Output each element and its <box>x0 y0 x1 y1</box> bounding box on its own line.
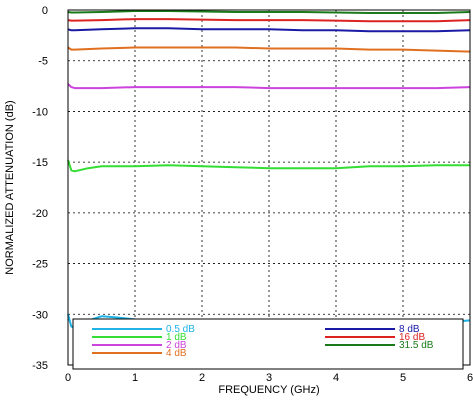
y-axis-label: NORMALIZED ATTENUATION (dB) <box>4 100 16 274</box>
x-tick-label: 0 <box>65 372 71 384</box>
y-tick-label: -20 <box>32 208 48 220</box>
legend-label: 2 dB <box>166 340 187 351</box>
y-tick-label: -30 <box>32 309 48 321</box>
x-tick-label: 3 <box>266 372 272 384</box>
series-line-8-db <box>67 27 471 33</box>
legend-label: 16 dB <box>399 332 425 343</box>
x-axis-label: FREQUENCY (GHz) <box>218 384 319 396</box>
y-tick-label: -5 <box>38 56 48 68</box>
x-tick-label: 6 <box>467 372 473 384</box>
grid <box>68 10 470 365</box>
x-tick-label: 2 <box>199 372 205 384</box>
series-line-16-db <box>67 18 471 23</box>
series-line-4-db <box>67 46 471 53</box>
legend-label: 1 dB <box>166 332 187 343</box>
legend-label: 8 dB <box>399 324 420 335</box>
y-tick-label: -10 <box>32 106 48 118</box>
series-line-1-db <box>67 159 470 173</box>
x-tick-label: 4 <box>333 372 339 384</box>
x-tick-label: 5 <box>400 372 406 384</box>
series-line-2-db <box>67 83 471 90</box>
x-tick-label: 1 <box>132 372 138 384</box>
legend-label: 4 dB <box>166 348 187 359</box>
y-tick-label: -25 <box>32 259 48 271</box>
y-tick-label: 0 <box>42 5 48 17</box>
y-tick-label: -35 <box>32 360 48 372</box>
tick-labels: 0 1 2 3 4 5 6 0 -5 -10 -15 -20 -25 -30 -35 <box>32 5 473 384</box>
legend-label: 0.5 dB <box>166 324 195 335</box>
y-tick-label: -15 <box>32 157 48 169</box>
series-line-31-5-db <box>67 10 471 14</box>
legend-label: 31.5 dB <box>399 340 434 351</box>
